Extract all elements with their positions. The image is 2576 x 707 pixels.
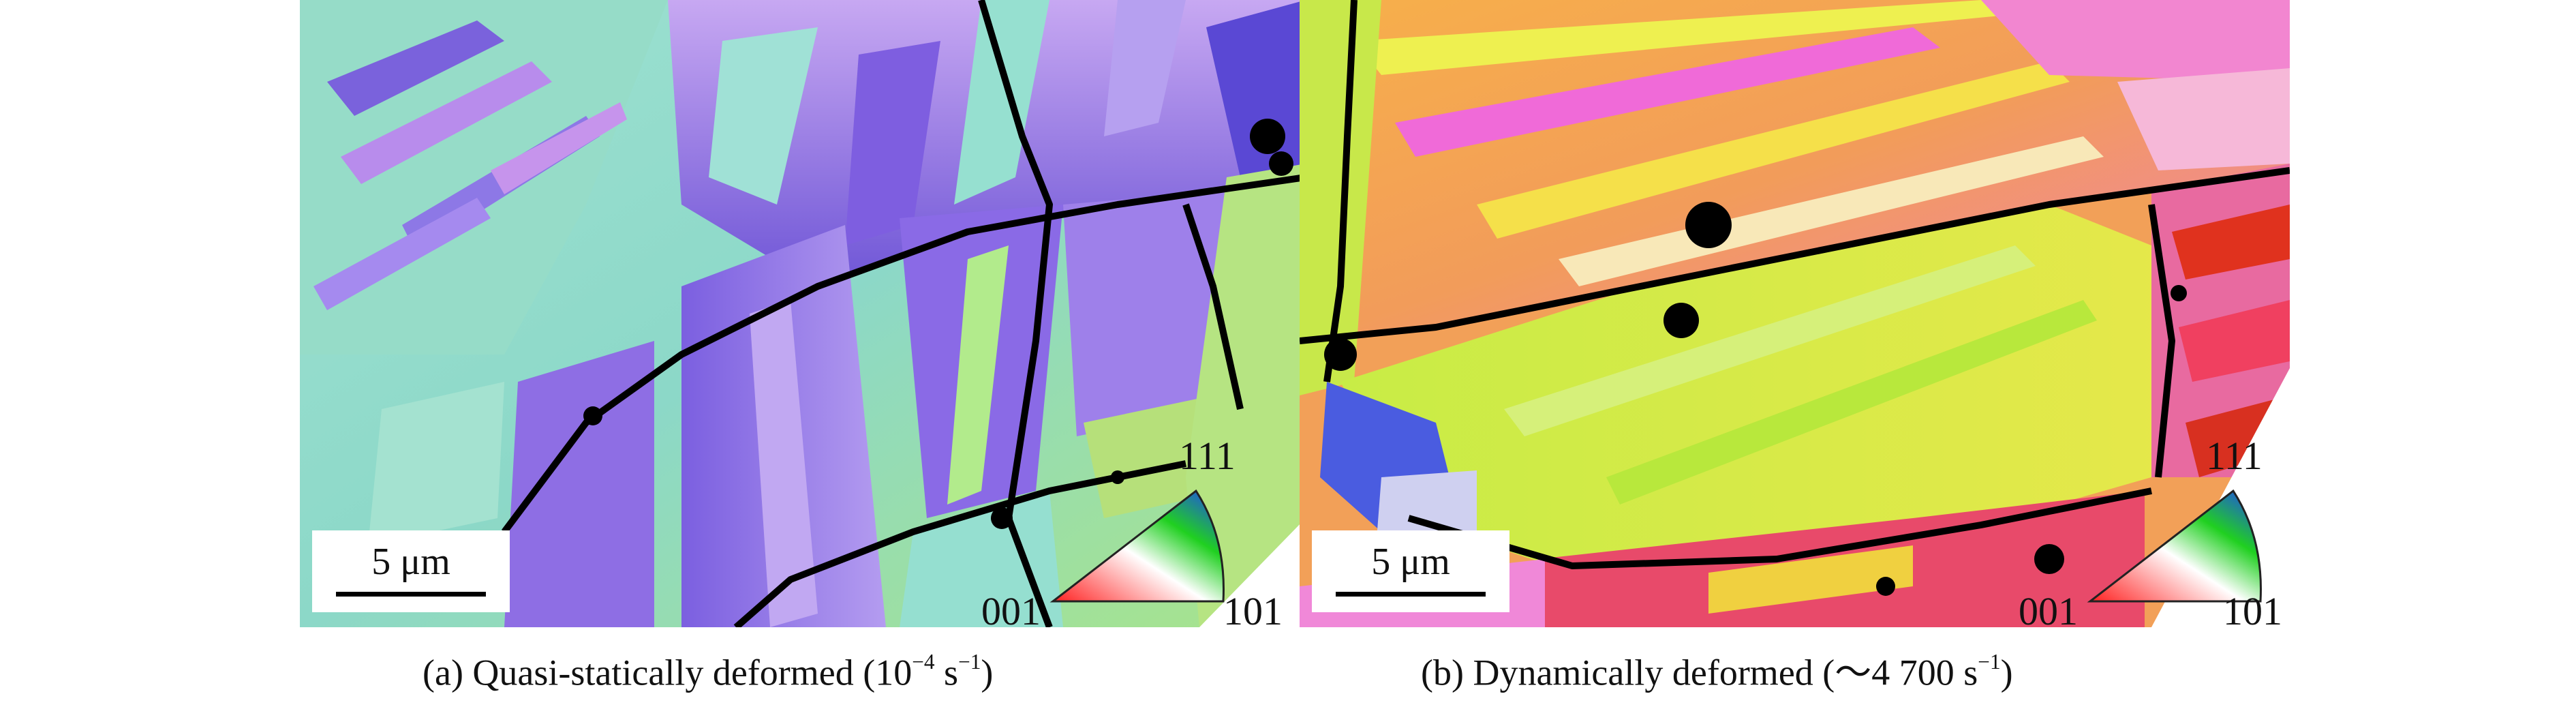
ipf-label-111-a: 111 (1179, 434, 1236, 478)
caption-b-exponent: −1 (1978, 650, 2001, 674)
caption-b-close: ) (2000, 652, 2013, 693)
caption-a-unit-exponent: −1 (958, 650, 981, 674)
ipf-label-101-b: 101 (2223, 589, 2282, 633)
ipf-color-key-a (1049, 489, 1225, 603)
caption-a-close: ) (981, 652, 994, 693)
caption-a-exponent: −4 (912, 650, 935, 674)
scale-bar-line-b (1336, 592, 1486, 597)
scale-bar-label-b: 5 μm (1371, 541, 1450, 583)
ipf-orientation-map-a (300, 0, 1306, 627)
ipf-color-key-b (2087, 489, 2262, 603)
scale-bar-a: 5 μm (312, 530, 510, 612)
caption-a: (a) Quasi-statically deformed (10−4 s−1) (423, 651, 993, 691)
ebsd-map-dynamic: 5 μm 111 001 101 (1300, 0, 2290, 631)
ipf-label-001-b: 001 (2019, 589, 2078, 633)
caption-a-text: (a) Quasi-statically deformed (10 (423, 652, 913, 693)
ipf-label-111-b: 111 (2206, 434, 2263, 478)
ipf-orientation-map-b (1300, 0, 2290, 627)
ipf-label-101-a: 101 (1223, 589, 1283, 633)
caption-b-text: (b) Dynamically deformed (～4 700 s (1421, 652, 1978, 693)
scale-bar-label-a: 5 μm (371, 541, 450, 583)
ebsd-map-quasi-static: 5 μm 111 001 101 (300, 0, 1306, 631)
caption-a-unit: s (934, 652, 959, 693)
ipf-label-001-a: 001 (981, 589, 1041, 633)
scale-bar-b: 5 μm (1312, 530, 1509, 612)
caption-b: (b) Dynamically deformed (～4 700 s−1) (1421, 651, 2013, 691)
scale-bar-line-a (336, 592, 486, 597)
